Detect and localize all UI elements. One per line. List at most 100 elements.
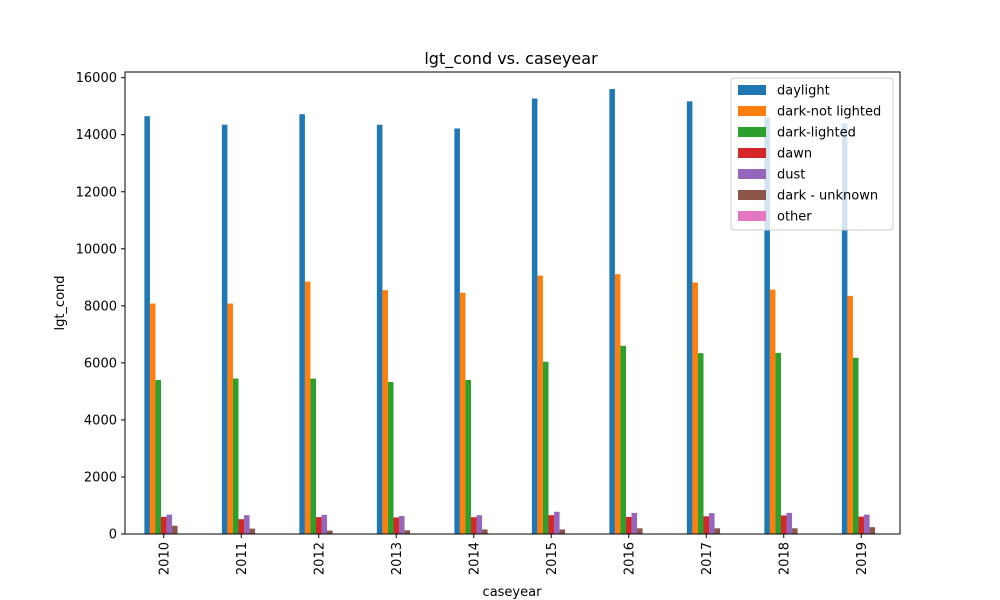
legend-label: other (777, 210, 812, 225)
y-tick-label: 4000 (84, 413, 117, 428)
y-axis-label: lgt_cond (53, 275, 68, 330)
legend-swatch (738, 148, 766, 158)
bar-dust-2019 (864, 514, 870, 534)
chart-title: lgt_cond vs. caseyear (424, 49, 598, 69)
y-tick-label: 14000 (76, 128, 117, 143)
legend-label: dawn (777, 147, 812, 162)
x-tick-label: 2012 (312, 542, 327, 575)
legend-label: dust (777, 168, 805, 183)
x-tick-label: 2011 (235, 542, 250, 575)
bar-daylight-2012 (299, 114, 305, 535)
plot-area-frame (124, 71, 901, 535)
bar-daylight-2018 (764, 117, 770, 534)
y-axis: 0 2000 4000 6000 8000 10000 12000 14000 16000 (76, 71, 125, 543)
bar-daylight-2016 (609, 89, 615, 535)
x-tick-label: 2010 (157, 542, 172, 575)
bar-dawn-2019 (858, 516, 865, 534)
y-tick-label: 16000 (76, 71, 117, 86)
bar-dawn-2016 (625, 516, 632, 534)
bar-dark-unknown-2017 (714, 528, 721, 534)
bar-dark-not-lighted-2010 (149, 303, 156, 534)
bar-dark-unknown-2012 (327, 530, 333, 534)
bar-dust-2018 (786, 512, 793, 534)
bar-dawn-2014 (470, 517, 477, 534)
bar-dark-not-lighted-2019 (847, 295, 853, 534)
legend-frame (730, 77, 894, 231)
bar-dawn-2018 (780, 515, 787, 534)
bar-dust-2011 (244, 515, 250, 534)
legend-label: dark-not lighted (777, 105, 881, 120)
bar-dark-not-lighted-2011 (227, 303, 233, 534)
bar-dark-lighted-2019 (852, 357, 859, 534)
bar-dark-lighted-2011 (232, 378, 239, 534)
x-tick-label: 2014 (467, 542, 482, 575)
x-tick-label: 2013 (390, 542, 405, 575)
x-tick-label: 2017 (700, 542, 715, 575)
bar-dust-2017 (709, 513, 715, 534)
x-axis-label: caseyear (483, 585, 543, 600)
bar-dust-2010 (166, 514, 173, 534)
bar-dust-2012 (321, 514, 328, 534)
bar-dark-unknown-2018 (792, 528, 798, 534)
x-tick-label: 2015 (545, 542, 560, 575)
bar-dark-not-lighted-2017 (692, 282, 698, 534)
legend-swatch (738, 190, 766, 200)
bar-dark-unknown-2015 (559, 529, 566, 534)
bar-dark-not-lighted-2013 (382, 290, 388, 534)
legend-label: dark - unknown (777, 189, 878, 204)
bar-daylight-2019 (841, 123, 848, 534)
x-tick-label: 2018 (777, 542, 792, 575)
y-tick-label: 12000 (76, 185, 117, 200)
bar-dust-2013 (399, 516, 405, 534)
bar-dark-lighted-2013 (387, 382, 394, 534)
bar-daylight-2013 (376, 124, 383, 534)
bar-dust-2014 (476, 515, 483, 534)
bar-dawn-2017 (703, 516, 710, 534)
y-tick-label: 2000 (84, 470, 117, 485)
bar-dark-unknown-2019 (869, 527, 876, 534)
y-tick-label: 10000 (76, 242, 117, 257)
bar-dark-not-lighted-2015 (537, 275, 543, 534)
bar-dark-lighted-2015 (542, 361, 549, 534)
bar-dust-2016 (631, 512, 638, 534)
y-tick-label: 8000 (84, 299, 117, 314)
bar-dark-lighted-2017 (697, 353, 704, 534)
legend-label: dark-lighted (777, 126, 856, 141)
legend-label: daylight (777, 84, 830, 99)
bar-dark-lighted-2014 (465, 380, 471, 534)
bar-dark-unknown-2010 (172, 525, 178, 534)
bar-dawn-2015 (548, 515, 555, 534)
bar-dust-2015 (554, 511, 560, 534)
y-tick-label: 0 (109, 528, 117, 543)
bar-daylight-2017 (686, 101, 693, 535)
bar-dark-not-lighted-2016 (614, 274, 621, 534)
bar-daylight-2011 (221, 124, 228, 534)
bar-dark-unknown-2013 (404, 530, 411, 534)
bar-dark-not-lighted-2012 (304, 281, 311, 534)
legend-swatch (738, 85, 766, 95)
bar-dark-lighted-2010 (155, 380, 161, 534)
bar-daylight-2014 (454, 128, 460, 534)
bar-dark-unknown-2011 (249, 528, 256, 534)
x-tick-label: 2019 (855, 542, 870, 575)
bar-dark-unknown-2016 (637, 528, 643, 534)
legend-swatch (738, 169, 766, 179)
bar-dawn-2012 (315, 517, 322, 534)
bar-dawn-2010 (160, 516, 167, 534)
bar-dark-lighted-2012 (310, 378, 316, 534)
bar-dark-not-lighted-2018 (769, 289, 776, 534)
x-tick-label: 2016 (622, 542, 637, 575)
bar-daylight-2010 (144, 116, 150, 534)
bar-dawn-2013 (393, 517, 400, 534)
x-axis: 2010 2011 2012 2013 2014 2015 2016 2017 2018 2019 (157, 534, 870, 575)
legend-items: daylight dark-not lighted dark-lighted dawn… (738, 84, 881, 225)
bar-dark-lighted-2018 (775, 352, 781, 534)
bar-dark-not-lighted-2014 (459, 292, 466, 534)
bar-dawn-2011 (238, 519, 245, 534)
bar-dark-unknown-2014 (482, 529, 488, 534)
bars-layer (144, 89, 881, 535)
bar-daylight-2015 (531, 98, 538, 535)
legend-swatch (738, 127, 766, 137)
legend: daylight dark-not lighted dark-lighted dawn… (730, 77, 894, 231)
